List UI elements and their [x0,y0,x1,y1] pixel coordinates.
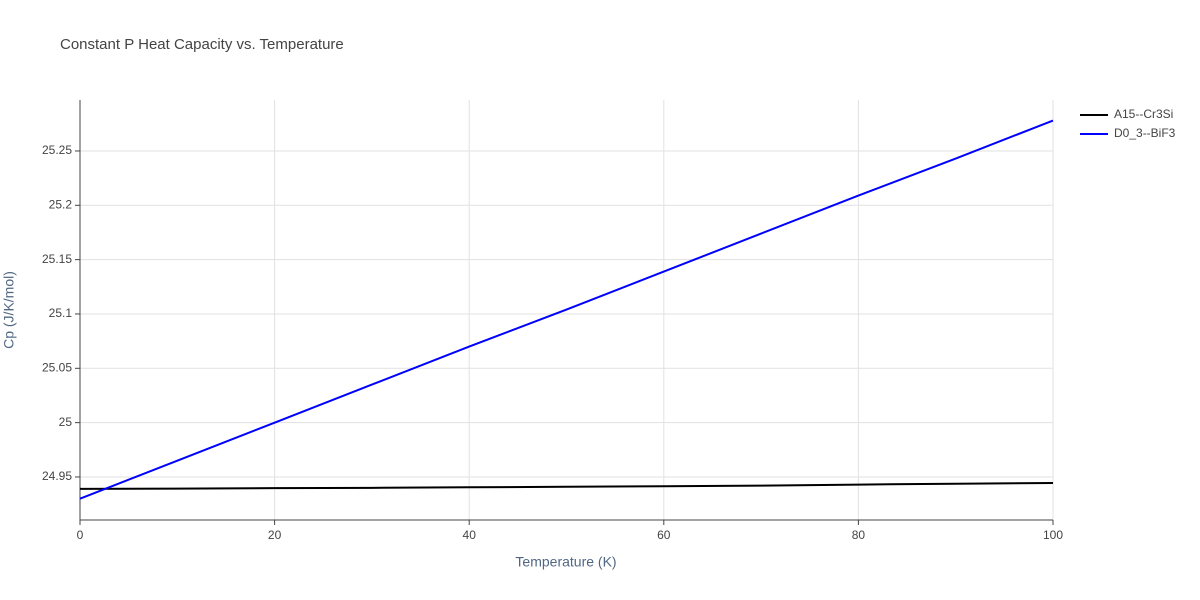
x-tick-label: 100 [1043,528,1063,542]
y-tick-label: 25.25 [42,143,72,157]
y-tick-label: 25.15 [42,252,72,266]
x-tick-label: 40 [463,528,477,542]
y-tick-label: 25.2 [49,197,73,211]
legend-label: D0_3--BiF3 [1114,126,1176,140]
series-line [79,119,1054,500]
y-tick-label: 25 [59,415,73,429]
series-line [79,481,1054,490]
x-tick-label: 80 [852,528,866,542]
x-tick-label: 0 [77,528,84,542]
x-tick-label: 60 [657,528,671,542]
y-tick-label: 25.1 [49,306,73,320]
y-tick-label: 25.05 [42,360,72,374]
y-tick-label: 24.95 [42,469,72,483]
chart-title: Constant P Heat Capacity vs. Temperature [60,36,344,53]
legend-label: A15--Cr3Si [1114,107,1173,121]
x-tick-label: 20 [268,528,282,542]
x-axis-title: Temperature (K) [515,554,616,570]
y-axis-title: Cp (J/K/mol) [1,271,17,349]
